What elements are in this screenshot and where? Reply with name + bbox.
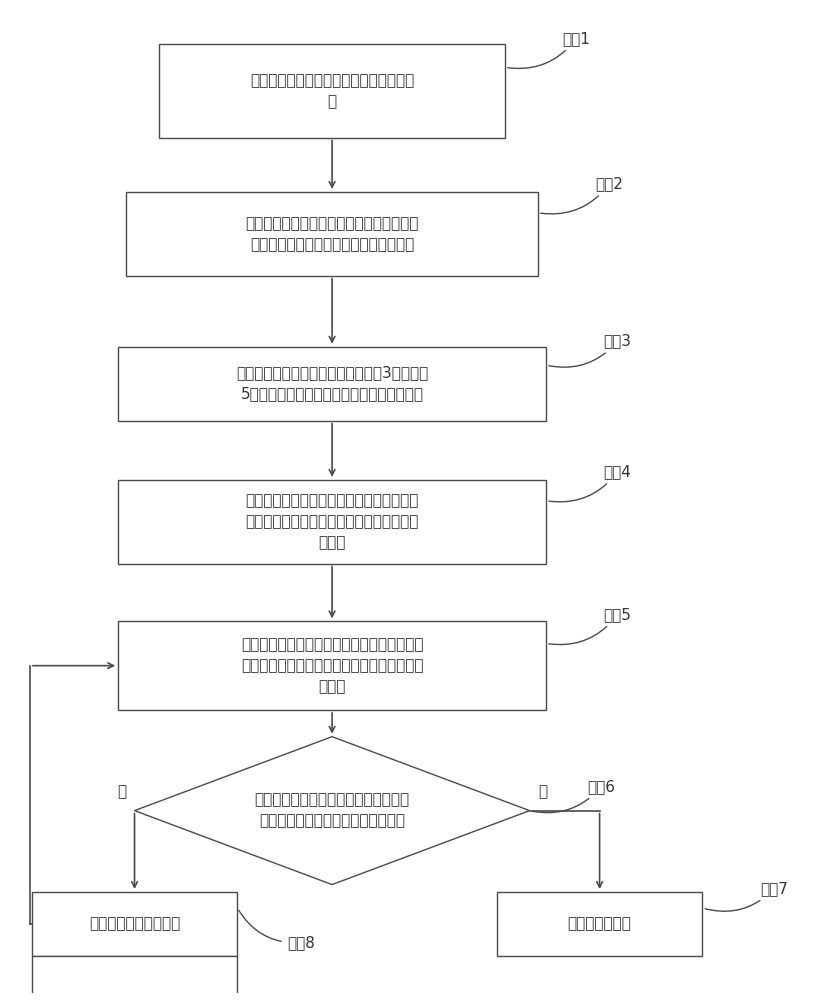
Text: 步骤3: 步骤3 bbox=[548, 333, 631, 367]
Bar bbox=[126, 192, 538, 276]
Text: 分别求出所述单相中频电源的基波、3次谐波和
5次谐波的伺服控制器的离散状态空间表达式: 分别求出所述单相中频电源的基波、3次谐波和 5次谐波的伺服控制器的离散状态空间表… bbox=[236, 366, 428, 402]
Text: 是: 是 bbox=[538, 784, 546, 799]
Bar bbox=[32, 892, 237, 956]
Bar bbox=[159, 44, 504, 138]
Text: 求解以所述线性矩阵不等式为约束条件
的最优控制解，判断是否生成最优解: 求解以所述线性矩阵不等式为约束条件 的最优控制解，判断是否生成最优解 bbox=[254, 793, 409, 829]
Polygon shape bbox=[135, 737, 529, 885]
Text: 步骤8: 步骤8 bbox=[238, 910, 314, 950]
Bar bbox=[32, 956, 237, 1000]
Text: 步骤2: 步骤2 bbox=[540, 176, 623, 214]
Text: 否: 否 bbox=[117, 784, 126, 799]
Text: 步骤1: 步骤1 bbox=[507, 31, 589, 68]
Text: 输出所述最优解: 输出所述最优解 bbox=[567, 917, 631, 932]
Bar bbox=[118, 621, 545, 710]
Text: 修改所述鲁棒区域范围: 修改所述鲁棒区域范围 bbox=[89, 917, 180, 932]
Bar bbox=[496, 892, 701, 956]
Text: 步骤4: 步骤4 bbox=[548, 464, 631, 502]
Text: 建立单相中频电源的离散状态空间数学模
型: 建立单相中频电源的离散状态空间数学模 型 bbox=[250, 73, 414, 109]
Bar bbox=[118, 480, 545, 564]
Text: 步骤5: 步骤5 bbox=[548, 607, 631, 645]
Text: 生成增广系统的离散状态空间表达式，并根
据时域鲁棒控制理论得到待求解的线性矩阵
不等式: 生成增广系统的离散状态空间表达式，并根 据时域鲁棒控制理论得到待求解的线性矩阵 … bbox=[245, 493, 418, 550]
Bar bbox=[118, 347, 545, 421]
Text: 将所述增广系统的所有极点都配置在指定的鲁
棒区域内，并求出满足该性质的线性矩阵不等
式条件: 将所述增广系统的所有极点都配置在指定的鲁 棒区域内，并求出满足该性质的线性矩阵不… bbox=[241, 637, 423, 694]
Text: 步骤7: 步骤7 bbox=[704, 881, 787, 911]
Text: 步骤6: 步骤6 bbox=[532, 779, 614, 813]
Text: 结合所述离散状态空间数学模型，生成所述
单相中频电源的内环离散滑模电流控制器: 结合所述离散状态空间数学模型，生成所述 单相中频电源的内环离散滑模电流控制器 bbox=[245, 216, 418, 252]
